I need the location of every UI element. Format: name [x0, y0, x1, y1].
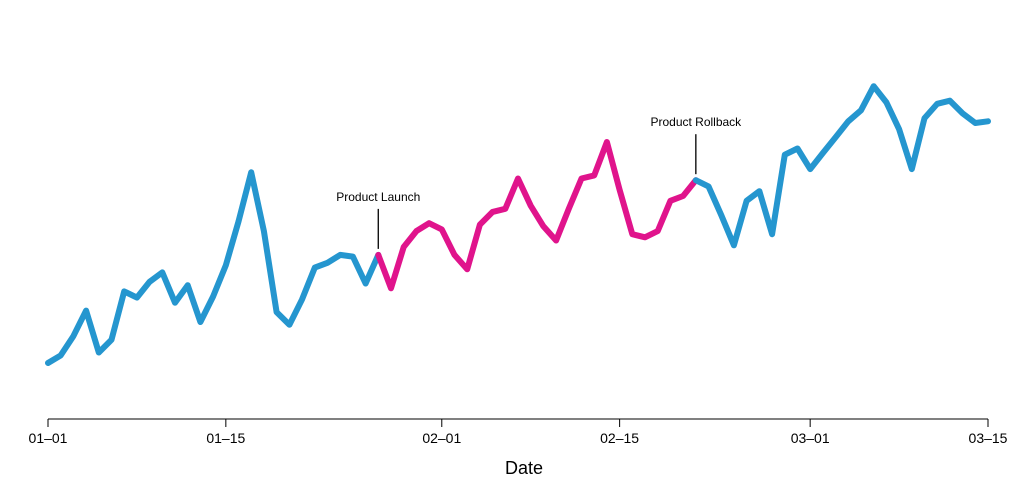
series-line-segment — [692, 83, 991, 249]
x-axis: 01–01 01–15 02–01 02–15 03–01 03–15 — [29, 418, 1008, 446]
series-line-segment — [45, 169, 382, 366]
annotation-label: Product Rollback — [650, 115, 742, 129]
x-tick-label: 01–01 — [29, 430, 68, 446]
x-tick-label: 03–01 — [791, 430, 830, 446]
x-tick-label: 02–15 — [600, 430, 639, 446]
x-tick-label: 01–15 — [206, 430, 245, 446]
annotations: Product Launch Product Rollback — [336, 115, 742, 249]
x-tick-label: 02–01 — [422, 430, 461, 446]
x-tick-label: 03–15 — [969, 430, 1008, 446]
series-line-highlight — [375, 139, 699, 292]
series-line-layer — [45, 83, 991, 366]
x-axis-title: Date — [505, 458, 543, 478]
annotation-label: Product Launch — [336, 190, 420, 204]
